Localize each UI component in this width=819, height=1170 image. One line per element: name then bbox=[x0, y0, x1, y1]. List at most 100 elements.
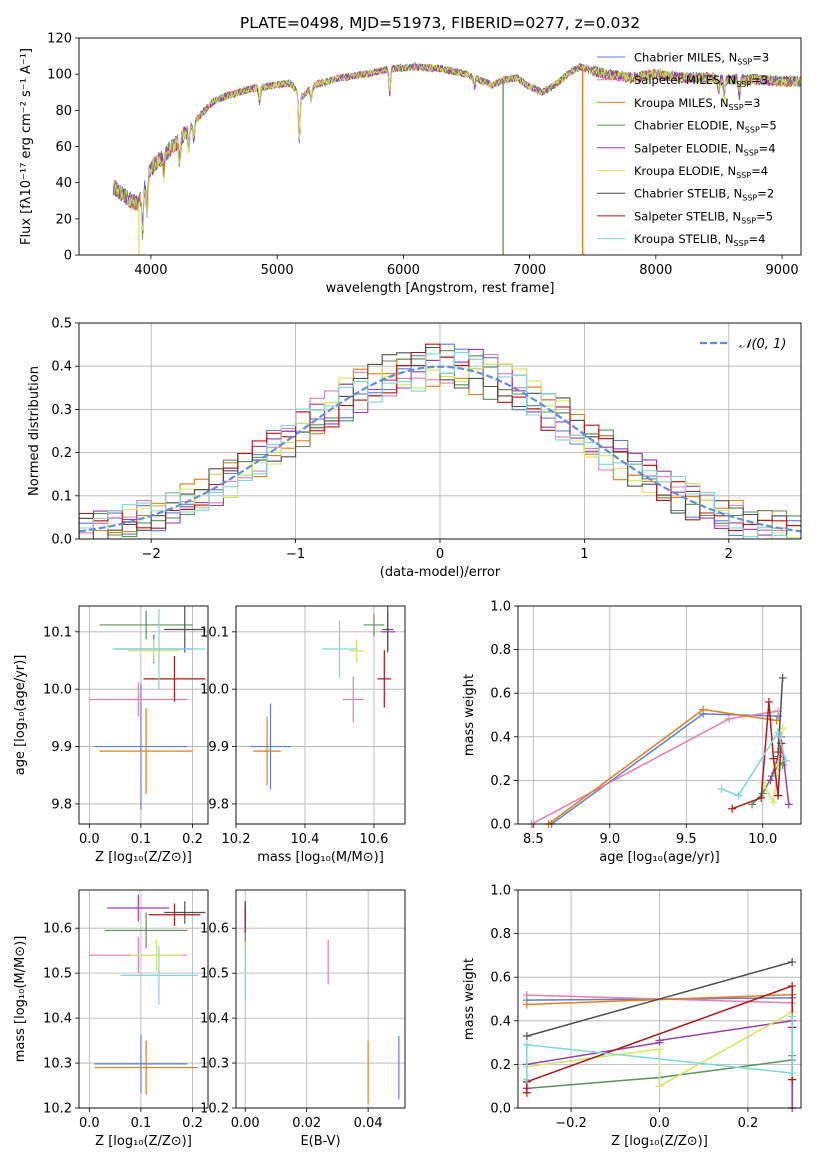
marker-kroupa_stelib bbox=[717, 785, 726, 794]
panel-mass_vs_Z: 0.0 0.1 0.2 10.2 10.3 10.4 10.5 10.6 Z [log₁₀(Z/… bbox=[13, 889, 209, 1149]
y-axis-label: age [log₁₀(age/yr)] bbox=[13, 655, 28, 776]
y-tick-label: 9.9 bbox=[208, 740, 229, 755]
panel-mass_vs_ebv: 0.00 0.02 0.04 10.2 10.3 10.4 10.5 10.6 E(B-V) bbox=[200, 889, 406, 1149]
panel-age_vs_Z: 0.0 0.1 0.2 9.8 9.9 10.0 10.1 Z [log₁₀(Z/Z⊙)] ag… bbox=[13, 605, 209, 865]
marker-chabrier_stelib bbox=[522, 1032, 531, 1041]
plot-frame bbox=[78, 37, 802, 256]
x-tick-label: 4000 bbox=[134, 263, 167, 278]
y-tick-label: 0.1 bbox=[51, 489, 72, 504]
panel-age_vs_mass: 10.2 10.4 10.6 9.8 9.9 10.0 10.1 mass [log₁₀(M/… bbox=[200, 605, 406, 865]
panel-massweight_vs_age: 8.5 9.0 9.5 10.0 0.0 0.2 0.4 0.6 0.8 1.0 age [log₁… bbox=[462, 600, 802, 865]
line-salpeter_miles bbox=[531, 710, 779, 824]
x-tick-label: 7000 bbox=[513, 263, 546, 278]
x-tick-label: 0.1 bbox=[131, 832, 152, 847]
marker-kroupa_elodie bbox=[655, 1045, 664, 1054]
x-tick-label: 10.6 bbox=[359, 832, 388, 847]
y-tick-label: 0.8 bbox=[490, 643, 511, 658]
legend-label: Salpeter MILES, NSSP=3 bbox=[634, 73, 768, 89]
marker-kroupa_elodie bbox=[655, 1082, 664, 1091]
x-tick-label: 0.02 bbox=[292, 1116, 321, 1131]
legend-label: Chabrier ELODIE, NSSP=5 bbox=[634, 119, 777, 135]
marker-kroupa_stelib bbox=[522, 1040, 531, 1049]
x-axis-label: (data-model)/error bbox=[380, 565, 501, 580]
y-tick-label: 0.8 bbox=[490, 927, 511, 942]
plot-frame bbox=[78, 605, 209, 825]
y-tick-label: 10.2 bbox=[43, 1102, 72, 1117]
y-tick-label: 0 bbox=[64, 249, 72, 264]
marker-salpeter_elodie bbox=[784, 800, 793, 809]
legend-label: Kroupa ELODIE, NSSP=4 bbox=[634, 164, 768, 180]
y-tick-label: 0.0 bbox=[490, 1102, 511, 1117]
y-tick-label: 0.4 bbox=[51, 360, 72, 375]
x-tick-label: 0.0 bbox=[649, 1116, 670, 1131]
legend-label: Chabrier STELIB, NSSP=2 bbox=[634, 187, 774, 203]
histogram-salpeter_stelib bbox=[79, 343, 801, 539]
marker-kroupa_miles bbox=[699, 705, 708, 714]
normal-curve bbox=[78, 365, 802, 533]
marker-salpeter_stelib bbox=[764, 697, 773, 706]
plot-frame bbox=[235, 889, 406, 1109]
marker-kroupa_stelib bbox=[788, 1069, 797, 1078]
marker-kroupa_elodie bbox=[774, 761, 783, 770]
marker-kroupa_stelib bbox=[522, 1075, 531, 1084]
spectrum-line bbox=[113, 63, 801, 232]
marker-salpeter_stelib bbox=[522, 1088, 531, 1097]
x-tick-label: 8000 bbox=[639, 263, 672, 278]
marker-kroupa_stelib bbox=[774, 728, 783, 737]
y-tick-label: 0.4 bbox=[490, 1014, 511, 1029]
x-tick-label: −0.2 bbox=[555, 1116, 587, 1131]
marker-kroupa_miles bbox=[522, 1000, 531, 1009]
x-tick-label: −1 bbox=[286, 547, 305, 562]
y-tick-label: 0.6 bbox=[490, 687, 511, 702]
y-tick-label: 10.3 bbox=[200, 1057, 229, 1072]
y-tick-label: 0.2 bbox=[490, 774, 511, 789]
x-tick-label: 0.04 bbox=[354, 1116, 383, 1131]
x-tick-label: 8.5 bbox=[523, 832, 544, 847]
marker-salpeter_stelib bbox=[769, 754, 778, 763]
x-axis-label: Z [log₁₀(Z/Z⊙)] bbox=[95, 850, 192, 865]
y-tick-label: 1.0 bbox=[490, 600, 511, 615]
y-tick-label: 10.5 bbox=[200, 967, 229, 982]
y-tick-label: 10.4 bbox=[200, 1012, 229, 1027]
chart-title: PLATE=0498, MJD=51973, FIBERID=0277, z=0… bbox=[240, 14, 640, 32]
marker-salpeter_miles bbox=[725, 714, 734, 723]
y-axis-label: Flux [fλ10⁻¹⁷ erg cm⁻² s⁻¹ A⁻¹] bbox=[19, 48, 34, 245]
plot-frame bbox=[78, 322, 802, 540]
marker-chabrier_stelib bbox=[778, 673, 787, 682]
y-tick-label: 9.8 bbox=[208, 797, 229, 812]
x-tick-label: 10.2 bbox=[222, 832, 251, 847]
marker-kroupa_elodie bbox=[769, 798, 778, 807]
y-tick-label: 0.4 bbox=[490, 730, 511, 745]
marker-salpeter_stelib bbox=[757, 793, 766, 802]
marker-salpeter_miles bbox=[522, 991, 531, 1000]
y-tick-label: 100 bbox=[47, 68, 72, 83]
line-chabrier_miles bbox=[551, 713, 779, 824]
x-axis-label: E(B-V) bbox=[300, 1134, 340, 1149]
x-tick-label: −2 bbox=[142, 547, 161, 562]
y-tick-label: 10.0 bbox=[200, 683, 229, 698]
plot-frame bbox=[78, 889, 209, 1109]
legend-label: 𝒩(0, 1) bbox=[739, 337, 786, 352]
line-kroupa_stelib bbox=[526, 1016, 793, 1080]
line-chabrier_stelib bbox=[777, 677, 784, 753]
plot-frame bbox=[517, 605, 802, 825]
line-kroupa_miles bbox=[548, 708, 777, 824]
marker-chabrier_elodie bbox=[758, 789, 767, 798]
x-axis-label: mass [log₁₀(M/M⊙)] bbox=[257, 850, 384, 865]
marker-salpeter_elodie bbox=[655, 1036, 664, 1045]
x-tick-label: 0.0 bbox=[79, 832, 100, 847]
x-tick-label: 10.4 bbox=[291, 832, 320, 847]
x-tick-label: 6000 bbox=[387, 263, 420, 278]
x-axis-label: wavelength [Angstrom, rest frame] bbox=[326, 281, 555, 296]
y-tick-label: 9.8 bbox=[51, 797, 72, 812]
x-tick-label: 9000 bbox=[766, 263, 799, 278]
panel-spectrum: PLATE=0498, MJD=51973, FIBERID=0277, z=0… bbox=[19, 14, 802, 296]
legend-label: Salpeter ELODIE, NSSP=4 bbox=[634, 141, 776, 157]
legend-label: Kroupa MILES, NSSP=3 bbox=[634, 96, 760, 112]
y-tick-label: 10.1 bbox=[43, 625, 72, 640]
marker-kroupa_stelib bbox=[788, 1012, 797, 1021]
y-tick-label: 10.5 bbox=[43, 967, 72, 982]
y-tick-label: 10.1 bbox=[200, 625, 229, 640]
x-tick-label: 0.2 bbox=[182, 1116, 203, 1131]
y-tick-label: 0.0 bbox=[490, 818, 511, 833]
